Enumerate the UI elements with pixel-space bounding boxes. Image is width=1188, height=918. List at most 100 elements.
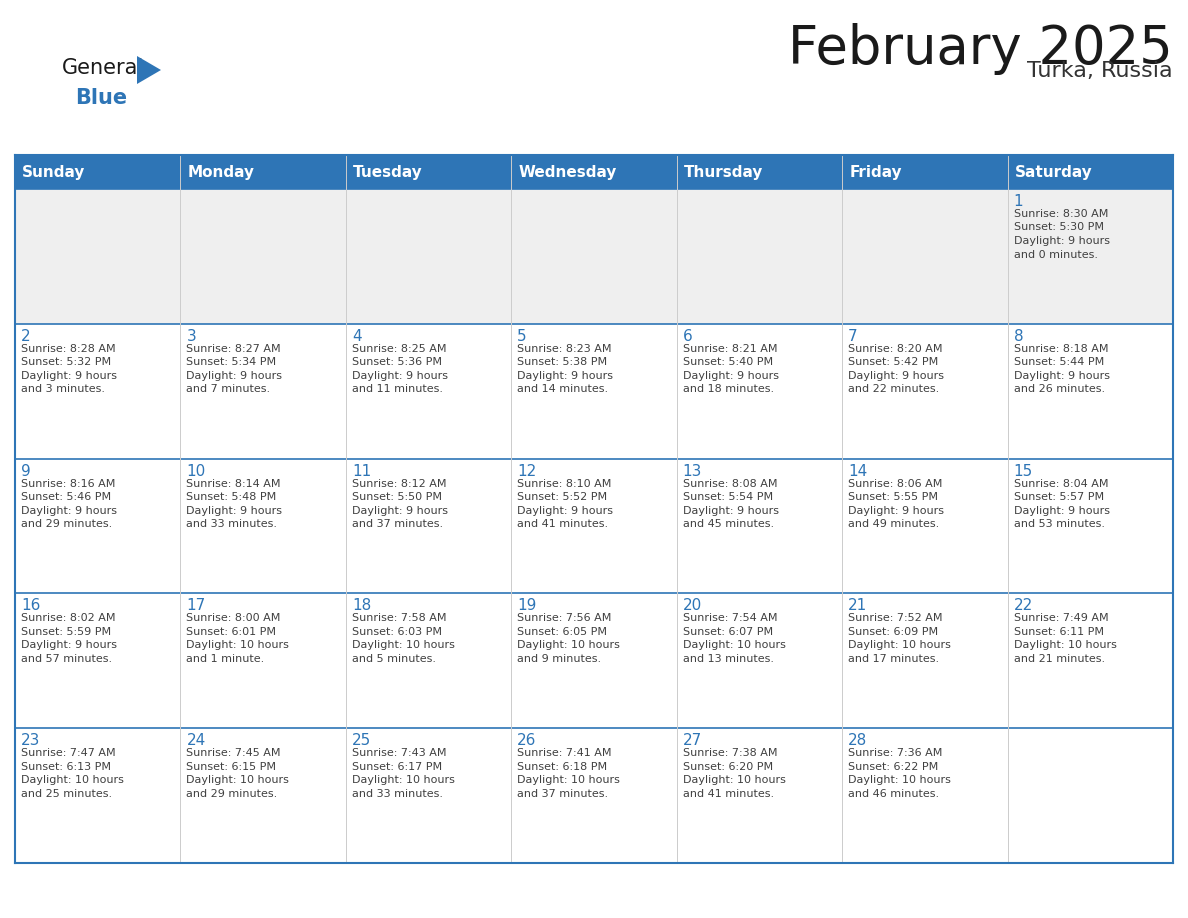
Bar — [346, 189, 511, 324]
Text: 2: 2 — [21, 329, 31, 344]
Text: Daylight: 10 hours: Daylight: 10 hours — [352, 641, 455, 650]
Text: 18: 18 — [352, 599, 371, 613]
Bar — [842, 189, 1007, 324]
Text: Turka, Russia: Turka, Russia — [1028, 61, 1173, 81]
Text: Sunset: 5:59 PM: Sunset: 5:59 PM — [21, 627, 112, 637]
Text: Sunset: 5:48 PM: Sunset: 5:48 PM — [187, 492, 277, 502]
Text: and 37 minutes.: and 37 minutes. — [517, 789, 608, 799]
Bar — [346, 728, 511, 863]
Text: Sunrise: 7:52 AM: Sunrise: 7:52 AM — [848, 613, 942, 623]
Text: Sunrise: 8:21 AM: Sunrise: 8:21 AM — [683, 344, 777, 353]
Text: Daylight: 9 hours: Daylight: 9 hours — [517, 506, 613, 516]
Bar — [511, 593, 677, 728]
Text: Sunset: 5:38 PM: Sunset: 5:38 PM — [517, 357, 607, 367]
Text: 24: 24 — [187, 733, 206, 748]
Bar — [15, 324, 181, 459]
Bar — [842, 728, 1007, 863]
Text: 5: 5 — [517, 329, 527, 344]
Text: 9: 9 — [21, 464, 31, 478]
Text: and 41 minutes.: and 41 minutes. — [683, 789, 773, 799]
Text: Sunset: 5:32 PM: Sunset: 5:32 PM — [21, 357, 112, 367]
Text: 13: 13 — [683, 464, 702, 478]
Text: Sunrise: 8:12 AM: Sunrise: 8:12 AM — [352, 478, 447, 488]
Text: Daylight: 9 hours: Daylight: 9 hours — [21, 506, 116, 516]
Bar — [1007, 593, 1173, 728]
Text: Daylight: 10 hours: Daylight: 10 hours — [848, 641, 952, 650]
Text: Sunset: 5:54 PM: Sunset: 5:54 PM — [683, 492, 773, 502]
Text: Wednesday: Wednesday — [518, 164, 617, 180]
Text: 25: 25 — [352, 733, 371, 748]
Text: 15: 15 — [1013, 464, 1032, 478]
Text: Sunrise: 8:28 AM: Sunrise: 8:28 AM — [21, 344, 115, 353]
Text: and 49 minutes.: and 49 minutes. — [848, 519, 940, 529]
Text: Daylight: 9 hours: Daylight: 9 hours — [848, 371, 944, 381]
Text: Sunrise: 7:41 AM: Sunrise: 7:41 AM — [517, 748, 612, 758]
Text: 26: 26 — [517, 733, 537, 748]
Text: and 0 minutes.: and 0 minutes. — [1013, 250, 1098, 260]
Text: and 45 minutes.: and 45 minutes. — [683, 519, 773, 529]
Text: and 33 minutes.: and 33 minutes. — [187, 519, 278, 529]
Text: Sunrise: 7:49 AM: Sunrise: 7:49 AM — [1013, 613, 1108, 623]
Text: Sunset: 6:01 PM: Sunset: 6:01 PM — [187, 627, 277, 637]
Text: Sunset: 6:18 PM: Sunset: 6:18 PM — [517, 762, 607, 772]
Text: Daylight: 10 hours: Daylight: 10 hours — [1013, 641, 1117, 650]
Text: Sunrise: 8:06 AM: Sunrise: 8:06 AM — [848, 478, 942, 488]
Text: Daylight: 10 hours: Daylight: 10 hours — [187, 641, 290, 650]
Text: Daylight: 9 hours: Daylight: 9 hours — [187, 506, 283, 516]
Text: 20: 20 — [683, 599, 702, 613]
Text: Sunset: 5:50 PM: Sunset: 5:50 PM — [352, 492, 442, 502]
Text: 22: 22 — [1013, 599, 1032, 613]
Text: Sunday: Sunday — [23, 164, 86, 180]
Text: and 41 minutes.: and 41 minutes. — [517, 519, 608, 529]
Bar — [15, 593, 181, 728]
Text: and 46 minutes.: and 46 minutes. — [848, 789, 940, 799]
Text: Sunrise: 8:30 AM: Sunrise: 8:30 AM — [1013, 209, 1108, 219]
Text: Daylight: 10 hours: Daylight: 10 hours — [517, 775, 620, 785]
Text: and 57 minutes.: and 57 minutes. — [21, 654, 112, 664]
Text: Sunrise: 8:10 AM: Sunrise: 8:10 AM — [517, 478, 612, 488]
Text: Sunset: 5:40 PM: Sunset: 5:40 PM — [683, 357, 773, 367]
Text: 19: 19 — [517, 599, 537, 613]
Text: Daylight: 9 hours: Daylight: 9 hours — [517, 371, 613, 381]
Text: Sunset: 5:30 PM: Sunset: 5:30 PM — [1013, 222, 1104, 232]
Bar — [511, 324, 677, 459]
Bar — [181, 459, 346, 593]
Bar — [15, 189, 181, 324]
Text: and 14 minutes.: and 14 minutes. — [517, 385, 608, 395]
Text: Sunrise: 8:23 AM: Sunrise: 8:23 AM — [517, 344, 612, 353]
Bar — [346, 324, 511, 459]
Text: 12: 12 — [517, 464, 537, 478]
Text: Sunset: 5:46 PM: Sunset: 5:46 PM — [21, 492, 112, 502]
Text: Sunset: 5:34 PM: Sunset: 5:34 PM — [187, 357, 277, 367]
Text: 23: 23 — [21, 733, 40, 748]
Bar — [181, 189, 346, 324]
Text: Friday: Friday — [849, 164, 902, 180]
Text: Sunset: 6:13 PM: Sunset: 6:13 PM — [21, 762, 110, 772]
Text: Daylight: 9 hours: Daylight: 9 hours — [848, 506, 944, 516]
Text: and 21 minutes.: and 21 minutes. — [1013, 654, 1105, 664]
Text: Sunrise: 8:02 AM: Sunrise: 8:02 AM — [21, 613, 115, 623]
Text: and 9 minutes.: and 9 minutes. — [517, 654, 601, 664]
Text: Daylight: 9 hours: Daylight: 9 hours — [683, 371, 778, 381]
Text: Sunrise: 8:16 AM: Sunrise: 8:16 AM — [21, 478, 115, 488]
Text: and 17 minutes.: and 17 minutes. — [848, 654, 940, 664]
Bar — [677, 459, 842, 593]
Text: Sunset: 5:55 PM: Sunset: 5:55 PM — [848, 492, 939, 502]
Text: and 37 minutes.: and 37 minutes. — [352, 519, 443, 529]
Bar — [346, 593, 511, 728]
Text: Sunrise: 8:04 AM: Sunrise: 8:04 AM — [1013, 478, 1108, 488]
Bar — [677, 189, 842, 324]
Text: 11: 11 — [352, 464, 371, 478]
Bar — [677, 728, 842, 863]
Text: Sunset: 5:44 PM: Sunset: 5:44 PM — [1013, 357, 1104, 367]
Text: 27: 27 — [683, 733, 702, 748]
Text: Daylight: 10 hours: Daylight: 10 hours — [848, 775, 952, 785]
Bar — [677, 593, 842, 728]
Bar — [15, 728, 181, 863]
Text: and 1 minute.: and 1 minute. — [187, 654, 265, 664]
Text: 4: 4 — [352, 329, 361, 344]
Text: and 7 minutes.: and 7 minutes. — [187, 385, 271, 395]
Text: 3: 3 — [187, 329, 196, 344]
Text: Daylight: 9 hours: Daylight: 9 hours — [683, 506, 778, 516]
Polygon shape — [137, 56, 162, 84]
